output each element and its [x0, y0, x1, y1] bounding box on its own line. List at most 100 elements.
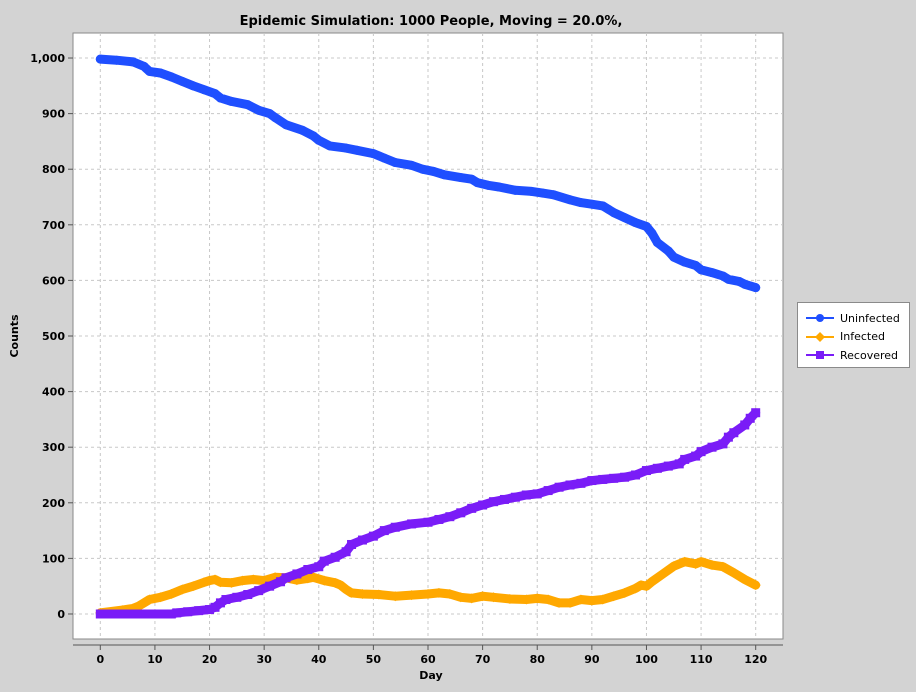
data-point [494, 182, 504, 192]
chart-legend: Uninfected Infected Recovered [797, 302, 910, 368]
data-point [717, 561, 728, 572]
data-point [691, 451, 701, 461]
data-point [565, 480, 575, 490]
data-point [423, 588, 433, 599]
data-point [587, 199, 597, 209]
data-point [483, 180, 493, 190]
data-point [669, 252, 679, 262]
data-point [620, 472, 630, 482]
data-point [319, 575, 330, 586]
data-point [740, 420, 750, 430]
data-point [155, 592, 166, 603]
data-point [390, 522, 400, 532]
data-point [467, 503, 477, 513]
data-point [554, 597, 565, 608]
data-point [456, 508, 466, 518]
data-point [407, 519, 417, 529]
data-point [210, 602, 220, 612]
x-tick-label: 90 [584, 653, 600, 666]
legend-item-uninfected: Uninfected [806, 309, 909, 328]
data-point [281, 573, 291, 583]
data-point [456, 173, 466, 183]
data-point [428, 166, 438, 176]
data-point [199, 85, 209, 95]
y-tick-label: 1,000 [30, 52, 65, 65]
data-point [95, 54, 105, 64]
data-point [587, 476, 597, 486]
data-point [680, 257, 690, 267]
data-point [330, 552, 340, 562]
data-point [565, 195, 575, 205]
x-tick-label: 0 [96, 653, 104, 666]
legend-item-infected: Infected [806, 328, 909, 347]
data-point [155, 68, 165, 78]
x-tick-label: 10 [147, 653, 163, 666]
data-point [254, 105, 264, 115]
data-point [406, 590, 417, 601]
data-point [641, 221, 651, 231]
data-point [166, 588, 177, 599]
data-point [314, 562, 324, 572]
data-point [188, 581, 199, 592]
data-point [472, 178, 482, 188]
data-point [248, 574, 259, 585]
diamond-marker-icon [806, 331, 834, 342]
data-point [510, 185, 520, 195]
data-point [270, 113, 280, 123]
data-point [499, 494, 509, 504]
data-point [226, 96, 236, 106]
data-point [532, 489, 542, 499]
x-tick-label: 50 [366, 653, 382, 666]
data-point [729, 428, 739, 438]
data-point [751, 408, 761, 418]
data-point [292, 569, 302, 579]
data-point [668, 561, 679, 572]
data-point [128, 57, 138, 67]
data-point [489, 497, 499, 507]
data-point [723, 274, 733, 284]
data-point [504, 593, 515, 604]
data-point [166, 609, 176, 619]
data-point [188, 81, 198, 91]
data-point [112, 55, 122, 65]
series [95, 54, 761, 619]
legend-item-recovered: Recovered [806, 346, 909, 365]
data-point [657, 568, 668, 579]
data-point [423, 517, 433, 527]
data-point [368, 531, 378, 541]
data-point [663, 246, 673, 256]
data-point [723, 432, 733, 442]
x-tick-label: 60 [420, 653, 436, 666]
series-recovered [95, 408, 761, 619]
data-point [652, 238, 662, 248]
data-point [575, 594, 586, 605]
data-point [237, 575, 248, 586]
x-tick-label: 30 [256, 653, 272, 666]
data-point [647, 228, 657, 238]
data-point [527, 186, 537, 196]
data-point [521, 490, 531, 500]
data-point [707, 268, 717, 278]
data-point [510, 492, 520, 502]
data-point [718, 439, 728, 449]
data-point [565, 597, 575, 608]
data-point [696, 265, 706, 275]
legend-label: Recovered [840, 348, 899, 362]
x-tick-label: 40 [311, 653, 327, 666]
y-tick-label: 0 [57, 608, 65, 621]
data-point [166, 72, 176, 82]
data-point [314, 135, 324, 145]
data-point [521, 594, 532, 605]
y-tick-label: 700 [42, 219, 65, 232]
data-point [445, 512, 455, 522]
data-point [144, 594, 155, 605]
data-point [177, 584, 188, 595]
data-point [215, 577, 226, 588]
data-point [276, 577, 286, 587]
data-point [674, 459, 684, 469]
data-point [739, 574, 750, 585]
y-tick-label: 200 [42, 497, 65, 510]
data-point [538, 188, 548, 198]
data-point [357, 535, 367, 545]
